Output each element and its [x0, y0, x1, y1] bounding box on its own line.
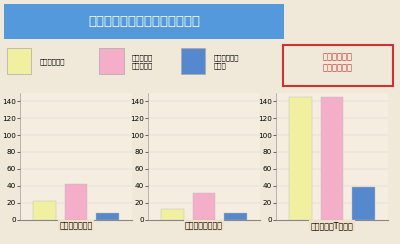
Text: 防除衣（上衣）: 防除衣（上衣）: [59, 221, 93, 230]
Bar: [352, 187, 374, 220]
Text: ゴアテックス
ワークスーツ: ゴアテックス ワークスーツ: [323, 52, 353, 72]
Text: 防除衣下のTシャツ: 防除衣下のTシャツ: [311, 221, 353, 230]
Bar: [193, 193, 215, 220]
Bar: [181, 48, 205, 74]
Text: 防除後の衣服内に留まる汗の量: 防除後の衣服内に留まる汗の量: [88, 15, 200, 28]
Bar: [65, 184, 87, 220]
Bar: [290, 97, 312, 220]
Bar: [7, 48, 31, 74]
Bar: [96, 213, 118, 220]
Text: ナイロンの
防水防除衣: ナイロンの 防水防除衣: [132, 54, 153, 69]
Text: 防除衣（ズボン）: 防除衣（ズボン）: [185, 221, 223, 230]
FancyBboxPatch shape: [0, 4, 295, 39]
Bar: [99, 48, 124, 74]
FancyBboxPatch shape: [284, 45, 392, 85]
Bar: [224, 213, 246, 220]
Bar: [162, 209, 184, 220]
Text: ビニール合羽: ビニール合羽: [39, 58, 65, 65]
Bar: [321, 97, 343, 220]
Bar: [34, 201, 56, 220]
Text: 透湿性素材の
防除衣: 透湿性素材の 防除衣: [214, 54, 239, 69]
